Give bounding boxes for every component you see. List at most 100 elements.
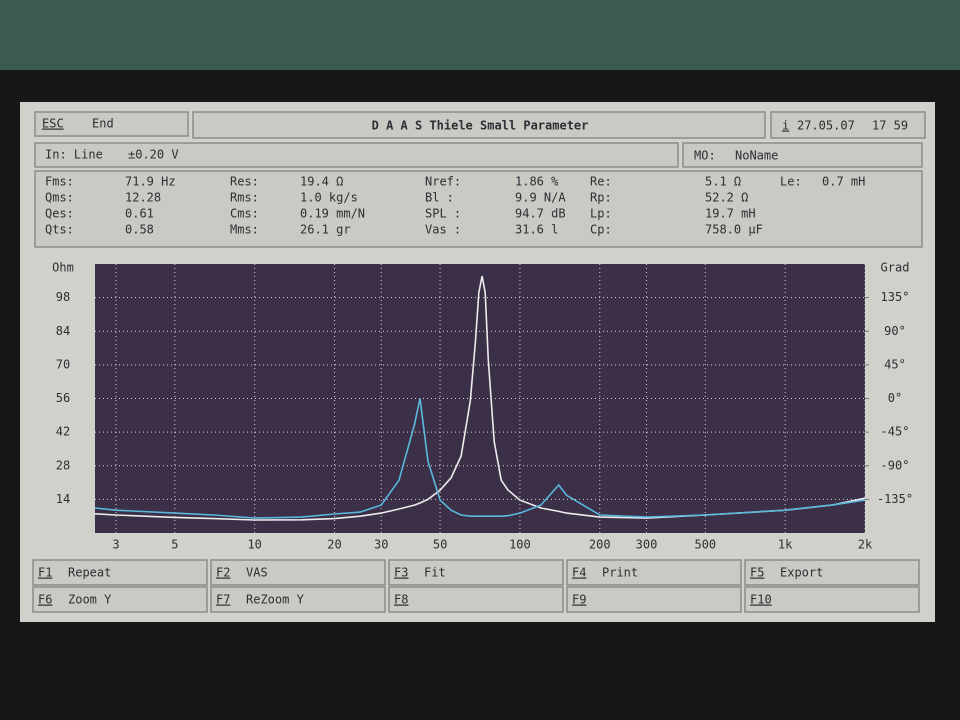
y2-tick-label: -45° bbox=[881, 425, 910, 439]
x-tick-label: 5 bbox=[171, 538, 178, 552]
param-value: 0.7 mH bbox=[822, 175, 865, 189]
function-key-label[interactable]: Print bbox=[602, 566, 638, 580]
input-label: In: Line bbox=[45, 148, 103, 162]
y2-tick-label: 90° bbox=[884, 324, 906, 338]
param-label: Bl : bbox=[425, 191, 454, 205]
title-box bbox=[192, 111, 766, 139]
function-key-id[interactable]: F10 bbox=[750, 593, 772, 607]
function-key[interactable] bbox=[744, 559, 920, 586]
function-key-label[interactable]: VAS bbox=[246, 566, 268, 580]
function-key-id[interactable]: F8 bbox=[394, 593, 408, 607]
input-box bbox=[34, 142, 679, 168]
param-label: Re: bbox=[590, 175, 612, 189]
param-label: Fms: bbox=[45, 175, 74, 189]
y2-tick-label: 135° bbox=[881, 290, 910, 304]
param-value: 0.61 bbox=[125, 207, 154, 221]
param-label: Rp: bbox=[590, 191, 612, 205]
function-key[interactable] bbox=[744, 586, 920, 613]
function-key-id[interactable]: F5 bbox=[750, 566, 764, 580]
y-tick-label: 98 bbox=[56, 290, 70, 304]
param-label: Cp: bbox=[590, 223, 612, 237]
x-tick-label: 1k bbox=[778, 538, 793, 552]
param-label: Qes: bbox=[45, 207, 74, 221]
param-label: Cms: bbox=[230, 207, 259, 221]
x-tick-label: 3 bbox=[112, 538, 119, 552]
info-key[interactable]: i bbox=[782, 119, 789, 133]
param-value: 5.1 Ω bbox=[705, 175, 741, 189]
function-key-label[interactable]: Repeat bbox=[68, 566, 111, 580]
param-value: 71.9 Hz bbox=[125, 175, 176, 189]
function-key-id[interactable]: F1 bbox=[38, 566, 52, 580]
date: 27.05.07 bbox=[797, 119, 855, 133]
function-key-id[interactable]: F3 bbox=[394, 566, 408, 580]
model-box bbox=[682, 142, 923, 168]
param-value: 0.19 mm/N bbox=[300, 207, 365, 221]
y-tick-label: 56 bbox=[56, 391, 70, 405]
params-box bbox=[34, 170, 923, 248]
y-tick-label: 70 bbox=[56, 357, 70, 371]
param-label: Vas : bbox=[425, 223, 461, 237]
function-key-label[interactable]: Export bbox=[780, 566, 823, 580]
y2-axis-label: Grad bbox=[881, 261, 910, 275]
y-axis-label: Ohm bbox=[52, 261, 74, 275]
y2-tick-label: 0° bbox=[888, 391, 902, 405]
x-tick-label: 200 bbox=[589, 538, 611, 552]
function-key-id[interactable]: F2 bbox=[216, 566, 230, 580]
param-value: 31.6 l bbox=[515, 223, 558, 237]
param-label: Lp: bbox=[590, 207, 612, 221]
param-value: 19.4 Ω bbox=[300, 175, 343, 189]
param-value: 12.28 bbox=[125, 191, 161, 205]
function-key[interactable] bbox=[388, 586, 564, 613]
param-value: 52.2 Ω bbox=[705, 191, 748, 205]
function-key[interactable] bbox=[32, 586, 208, 613]
date-box bbox=[770, 111, 926, 139]
title: D A A S Thiele Small Parameter bbox=[372, 119, 589, 133]
param-label: Rms: bbox=[230, 191, 259, 205]
curve bbox=[94, 275, 866, 521]
background-wall bbox=[0, 0, 960, 70]
param-label: Mms: bbox=[230, 223, 259, 237]
param-label: Nref: bbox=[425, 175, 461, 189]
y2-tick-label: -90° bbox=[881, 458, 910, 472]
function-key[interactable] bbox=[388, 559, 564, 586]
param-label: Res: bbox=[230, 175, 259, 189]
function-key-label[interactable]: Fit bbox=[424, 566, 446, 580]
param-value: 94.7 dB bbox=[515, 207, 566, 221]
y-tick-label: 28 bbox=[56, 458, 70, 472]
function-key-label[interactable]: ReZoom Y bbox=[246, 593, 305, 607]
model-label: MO: bbox=[694, 149, 716, 163]
function-key[interactable] bbox=[566, 586, 742, 613]
esc-box[interactable] bbox=[34, 111, 189, 137]
param-label: Le: bbox=[780, 175, 802, 189]
x-tick-label: 50 bbox=[433, 538, 447, 552]
function-key[interactable] bbox=[210, 559, 386, 586]
function-key-id[interactable]: F7 bbox=[216, 593, 230, 607]
param-label: Qms: bbox=[45, 191, 74, 205]
param-value: 1.86 % bbox=[515, 175, 559, 189]
x-tick-label: 10 bbox=[247, 538, 261, 552]
function-key[interactable] bbox=[210, 586, 386, 613]
y-tick-label: 42 bbox=[56, 425, 70, 439]
end-label: End bbox=[92, 117, 114, 131]
function-key-label[interactable]: Zoom Y bbox=[68, 593, 112, 607]
x-tick-label: 20 bbox=[327, 538, 341, 552]
y2-tick-label: -135° bbox=[877, 492, 913, 506]
function-key[interactable] bbox=[32, 559, 208, 586]
param-label: SPL : bbox=[425, 207, 461, 221]
x-tick-label: 500 bbox=[694, 538, 716, 552]
param-value: 1.0 kg/s bbox=[300, 191, 358, 205]
x-tick-label: 300 bbox=[636, 538, 658, 552]
y-tick-label: 84 bbox=[56, 324, 70, 338]
x-tick-label: 2k bbox=[858, 538, 873, 552]
function-key-id[interactable]: F9 bbox=[572, 593, 586, 607]
function-key-id[interactable]: F6 bbox=[38, 593, 52, 607]
function-key-id[interactable]: F4 bbox=[572, 566, 586, 580]
param-value: 9.9 N/A bbox=[515, 191, 566, 205]
input-level: ±0.20 V bbox=[128, 148, 179, 162]
x-tick-label: 100 bbox=[509, 538, 531, 552]
esc-key[interactable]: ESC bbox=[42, 117, 64, 131]
function-key[interactable] bbox=[566, 559, 742, 586]
y2-tick-label: 45° bbox=[884, 357, 906, 371]
param-value: 26.1 gr bbox=[300, 223, 351, 237]
